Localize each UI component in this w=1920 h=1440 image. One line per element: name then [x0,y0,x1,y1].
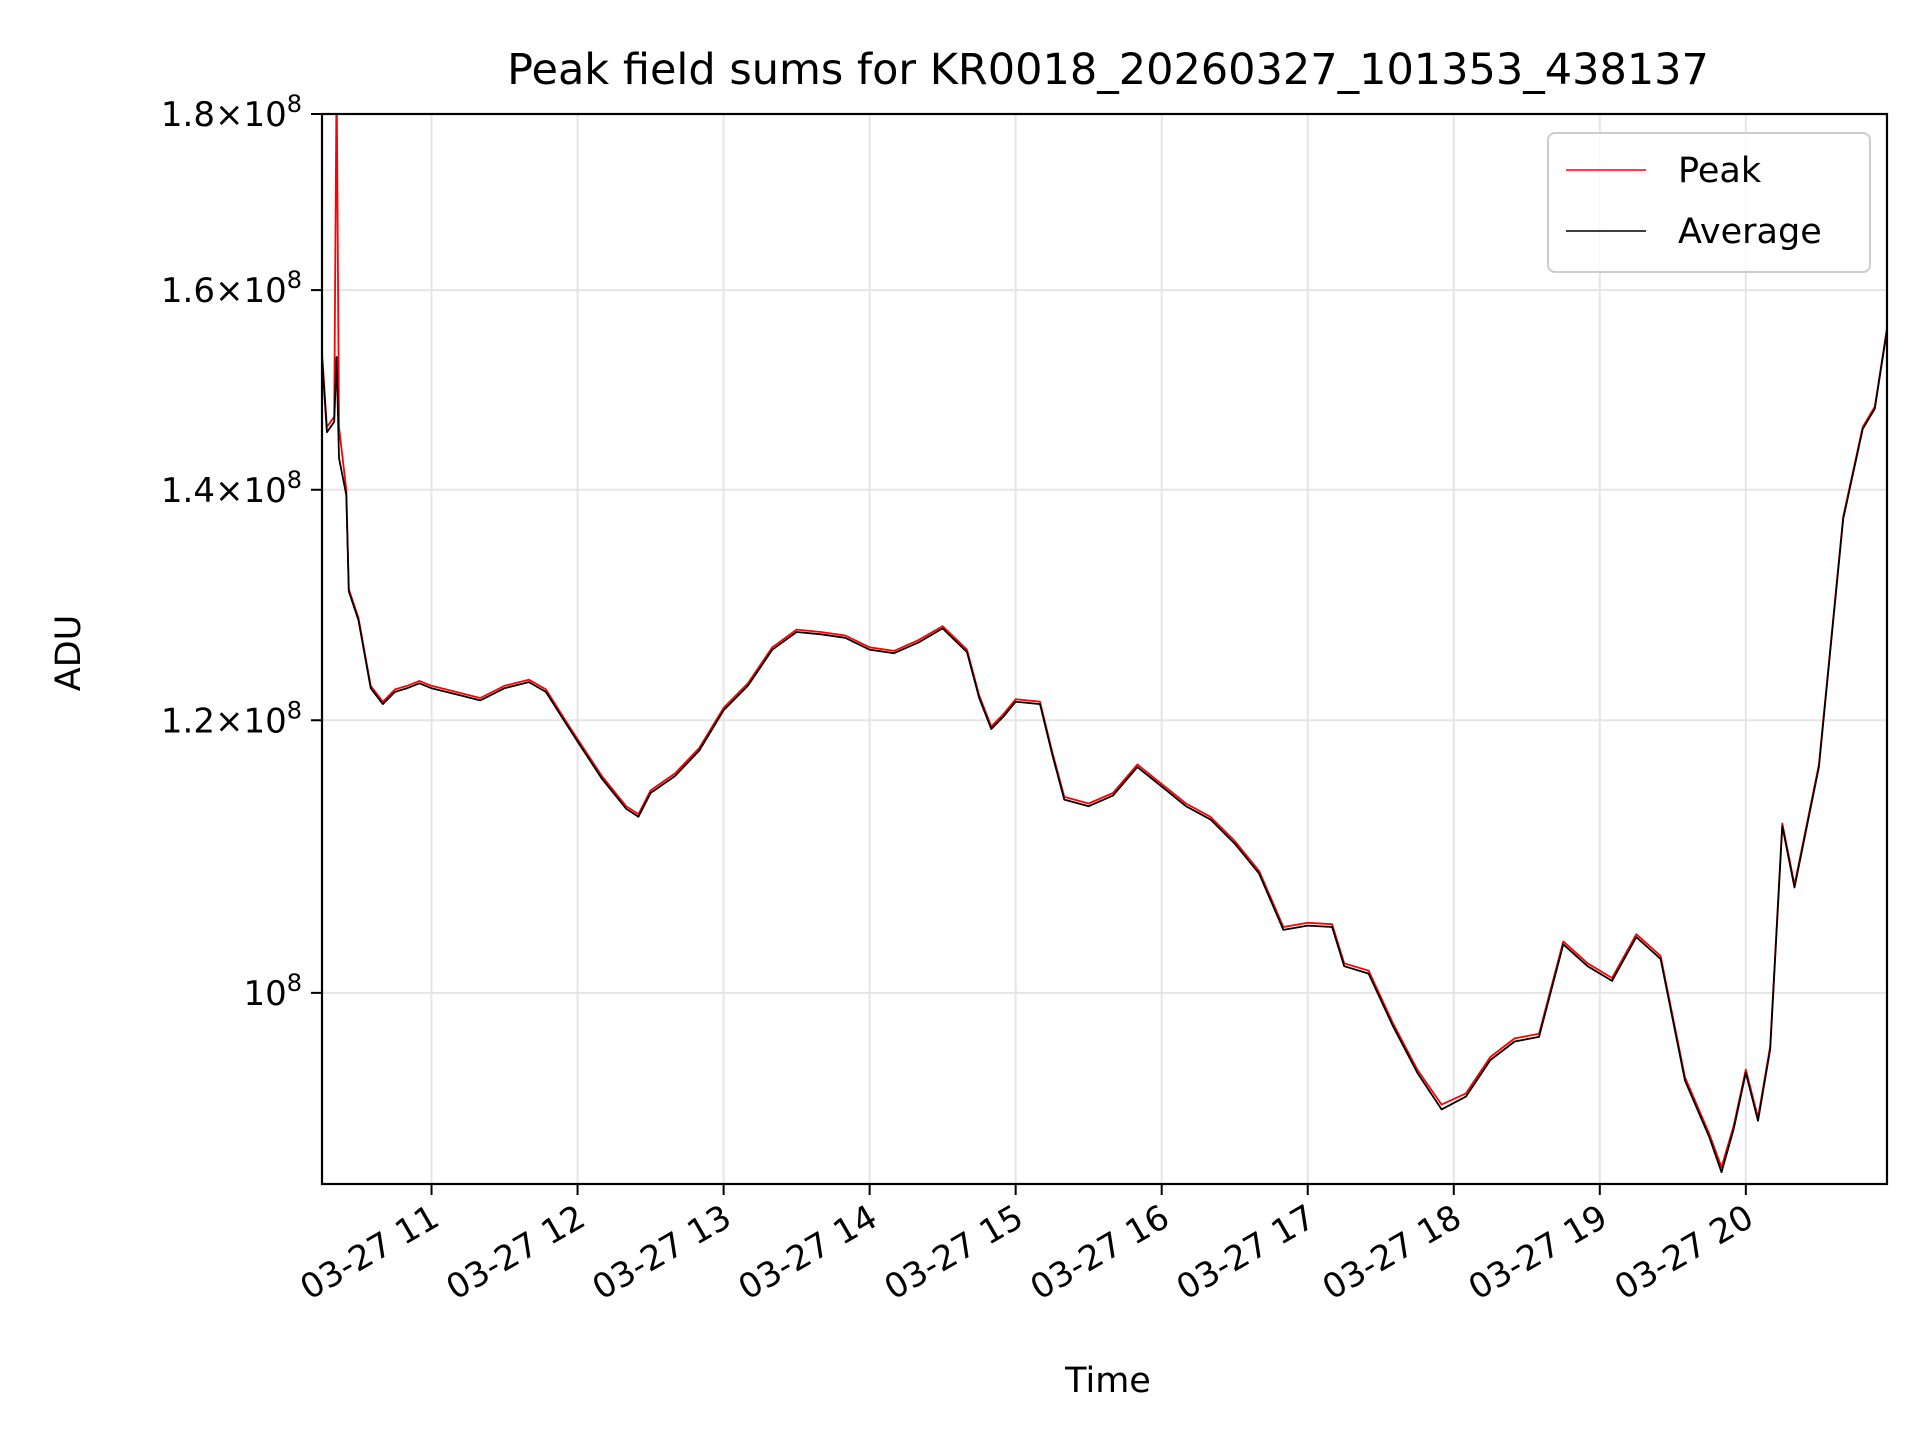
plot-area-frame [320,112,1889,1186]
series-layer [322,114,1887,1174]
y-tick-label: 1.4×108 [161,466,302,511]
y-axis-ticks: 108 1.2×108 1.4×108 1.6×108 1.8×108 [161,90,322,1014]
y-tick-label: 1.8×108 [161,90,302,135]
legend-peak-label: Peak [1678,151,1762,191]
x-axis-label: Time [1064,1361,1151,1401]
series-line-average [322,329,1887,1174]
y-tick-label: 108 [243,969,302,1014]
legend-box [1547,132,1871,273]
y-tick-label: 1.6×108 [161,266,302,311]
y-tick-label: 1.2×108 [161,696,302,741]
y-axis-label: ADU [49,615,89,692]
legend: Peak Average [1547,132,1871,273]
legend-average-label: Average [1678,212,1822,252]
chart-title: Peak field sums for KR0018_20260327_1013… [507,45,1709,95]
